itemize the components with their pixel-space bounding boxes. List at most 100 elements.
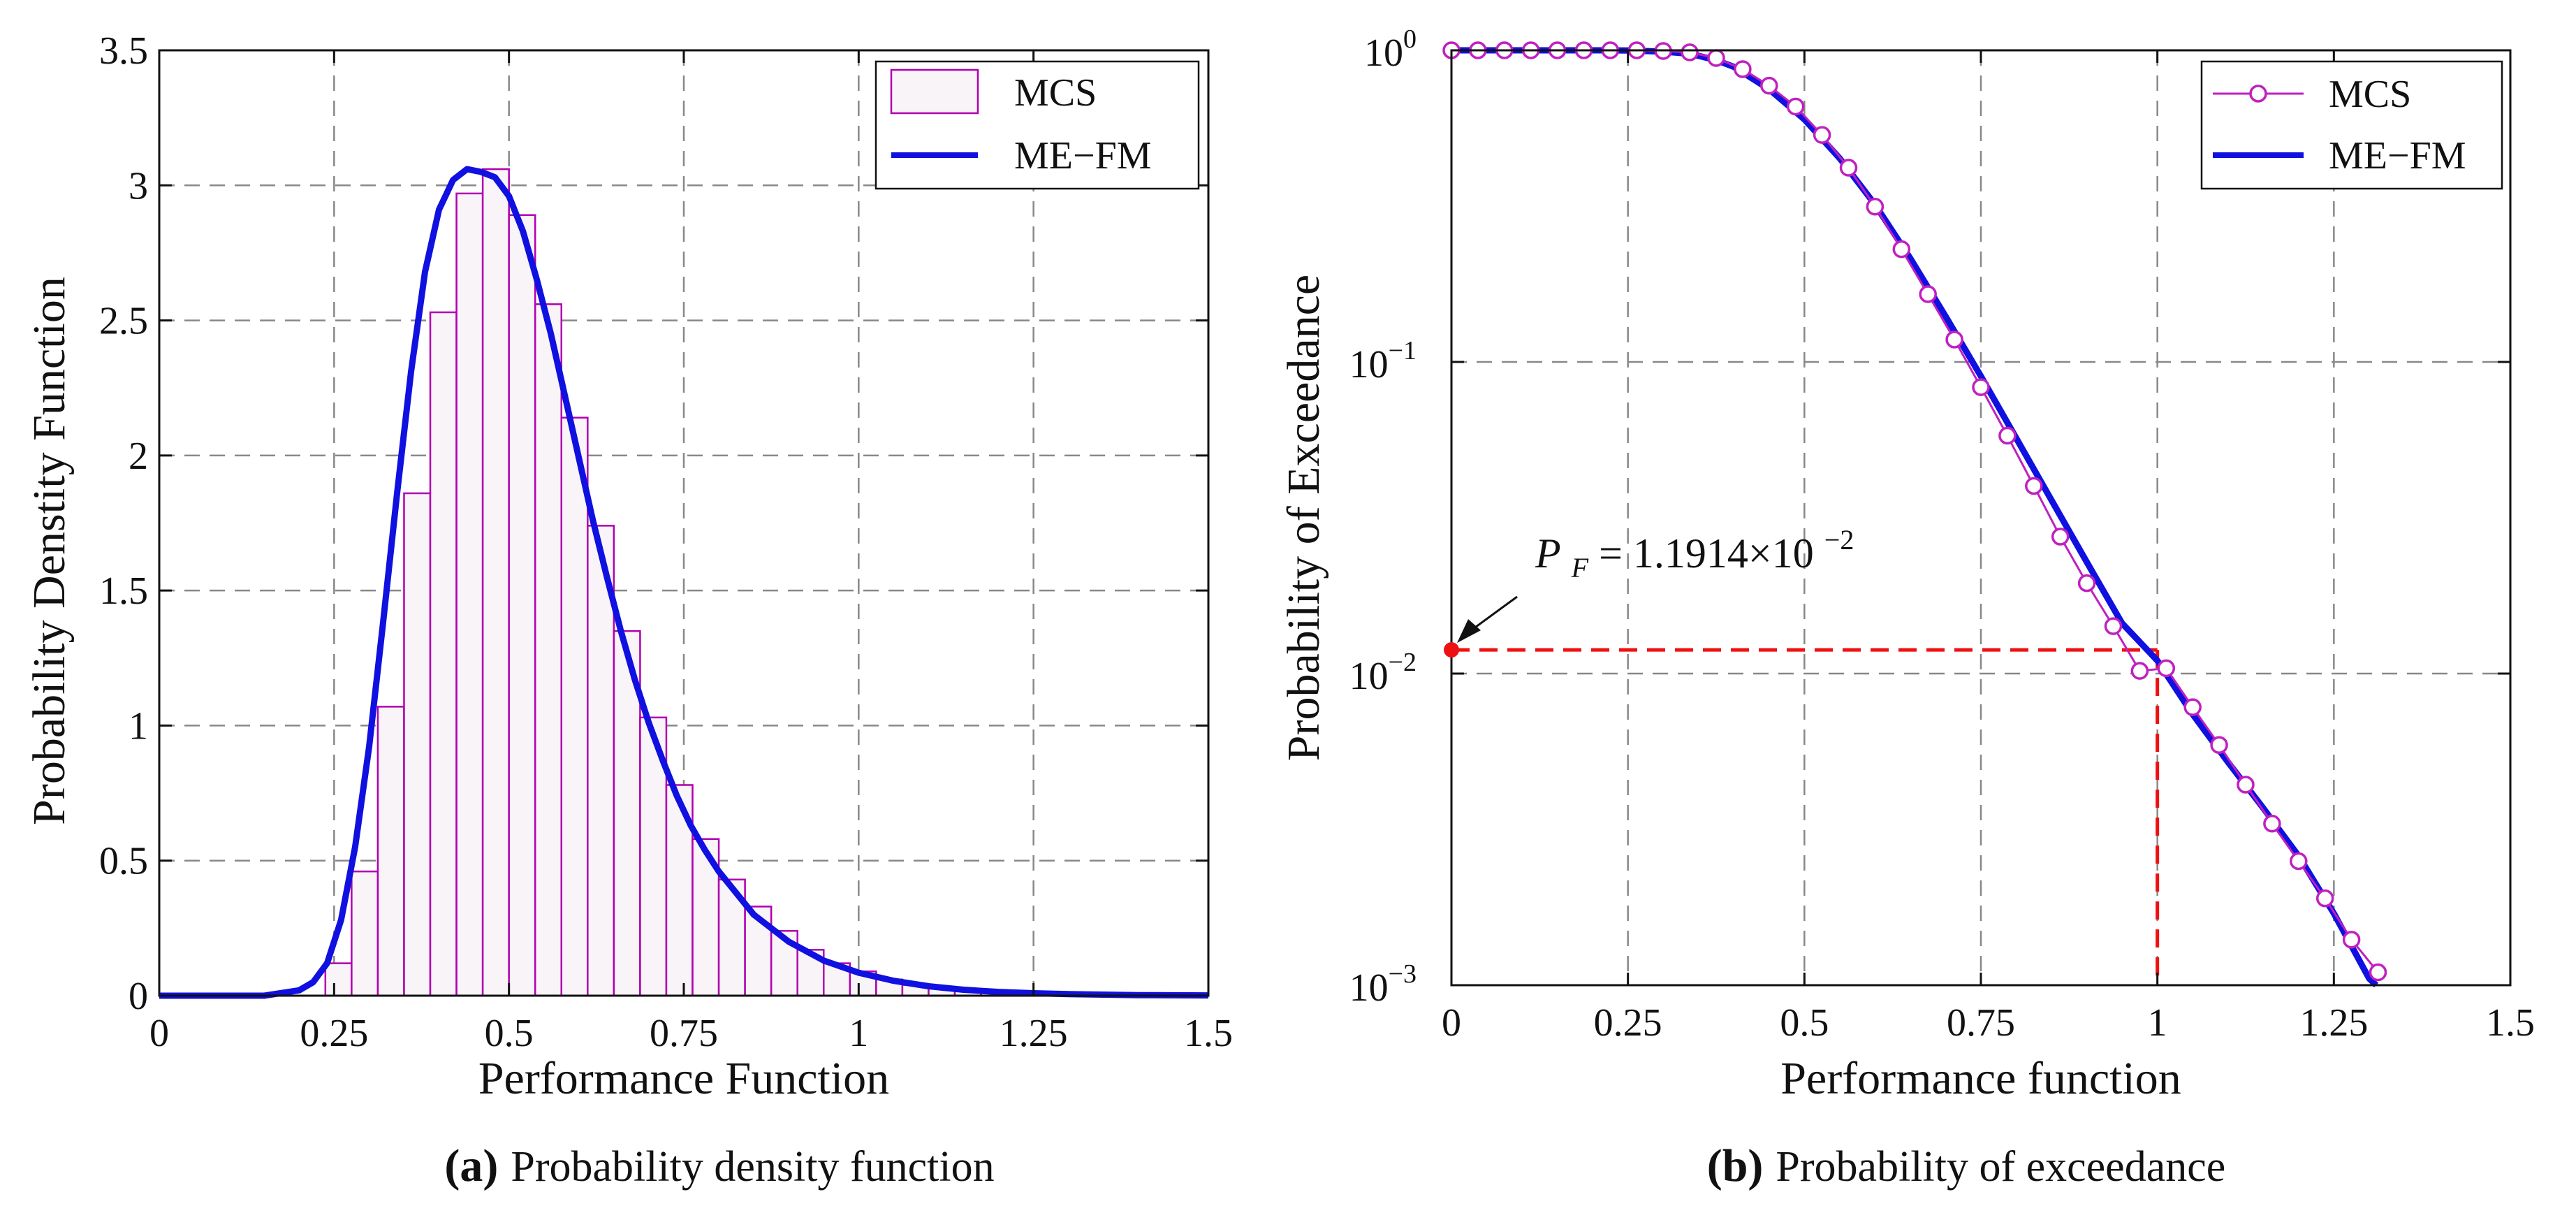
y-tick-base: 10 bbox=[1364, 31, 1403, 75]
panel-b-annotation-label: P F = 1.1914×10 −2 bbox=[1535, 524, 1854, 586]
panel-b-x-ticks: 0 0.25 0.5 0.75 1 1.25 1.5 bbox=[1442, 50, 2535, 1045]
y-tick-base: 10 bbox=[1349, 343, 1389, 386]
panel-a-y-axis-label: Probability Denstity Function bbox=[24, 277, 75, 825]
y-tick-exponent: −1 bbox=[1389, 336, 1417, 365]
panel-b-x-axis-label: Performance function bbox=[1780, 1053, 2181, 1104]
histogram-bar bbox=[508, 214, 536, 997]
x-tick-label: 1.25 bbox=[1000, 1012, 1068, 1055]
y-tick-label: 1 bbox=[129, 704, 148, 748]
mcs-marker bbox=[1972, 378, 1990, 396]
mcs-marker bbox=[1839, 159, 1858, 177]
panel-a-x-ticks: 0 0.25 0.5 0.75 1 1.25 1.5 bbox=[149, 50, 1233, 1055]
y-tick-label: 2 bbox=[129, 435, 148, 478]
panel-b-y-axis-label: Probability of Exceedance bbox=[1278, 275, 1329, 761]
histogram-bar bbox=[534, 303, 563, 997]
y-tick-label: 10−3 bbox=[1349, 959, 1417, 1010]
panel-b-annotation-arrowhead bbox=[1457, 619, 1481, 644]
panel-b-me-fm-curve bbox=[1451, 47, 2379, 988]
x-tick-label: 1.25 bbox=[2299, 1001, 2368, 1045]
histogram-bar bbox=[403, 492, 432, 997]
mcs-marker bbox=[1681, 43, 1699, 61]
x-tick-label: 1.5 bbox=[2486, 1001, 2535, 1045]
mcs-marker bbox=[2051, 528, 2070, 546]
mcs-marker bbox=[2315, 889, 2334, 908]
panel-b-annotation-subscript: F bbox=[1571, 552, 1589, 583]
mcs-marker bbox=[2290, 852, 2308, 871]
panel-b-annotation-value: = 1.1914×10 bbox=[1599, 530, 1814, 576]
histogram-bar bbox=[376, 706, 405, 997]
panel-a-caption: (a) Probability density function bbox=[444, 1140, 994, 1191]
panel-a-caption-tag: (a) bbox=[444, 1140, 498, 1191]
histogram-bar bbox=[587, 525, 615, 997]
panel-b-legend-mcs-marker bbox=[2249, 85, 2267, 103]
mcs-marker bbox=[2104, 617, 2123, 635]
y-tick-label: 10−2 bbox=[1349, 648, 1417, 698]
panel-b-failure-probability-annotation: P F = 1.1914×10 −2 bbox=[1444, 524, 1854, 658]
panel-a-legend-mcs-label: MCS bbox=[1014, 71, 1097, 115]
mcs-marker bbox=[1892, 240, 1911, 259]
mcs-marker bbox=[1998, 426, 2017, 445]
x-tick-label: 0.5 bbox=[1780, 1001, 1829, 1045]
panel-b-legend-me-fm-label: ME−FM bbox=[2329, 134, 2466, 177]
mcs-marker bbox=[1919, 285, 1937, 303]
panel-b-failure-reference-lines bbox=[1451, 648, 2160, 985]
y-tick-exponent: 0 bbox=[1403, 24, 1417, 54]
histogram-bar bbox=[429, 311, 458, 997]
mcs-marker bbox=[1786, 97, 1805, 116]
mcs-marker bbox=[2369, 963, 2387, 982]
mcs-marker bbox=[2130, 662, 2149, 680]
panel-a-legend-mcs-swatch bbox=[890, 68, 979, 115]
panel-a-caption-text: Probability density function bbox=[511, 1143, 994, 1191]
mcs-marker bbox=[1945, 330, 1963, 349]
panel-a-y-ticks: 0 0.5 1 1.5 2 2.5 3 3.5 bbox=[99, 29, 1208, 1018]
x-tick-label: 0 bbox=[149, 1012, 169, 1055]
y-tick-label: 1.5 bbox=[99, 569, 148, 613]
x-tick-label: 0 bbox=[1442, 1001, 1461, 1045]
panel-b-legend: MCS ME−FM bbox=[2200, 60, 2503, 190]
mcs-marker bbox=[1760, 76, 1778, 95]
y-tick-label: 0.5 bbox=[99, 840, 148, 883]
mcs-marker bbox=[2025, 477, 2043, 495]
y-tick-label: 2.5 bbox=[99, 300, 148, 343]
mcs-marker bbox=[1734, 60, 1752, 78]
y-tick-label: 0 bbox=[129, 975, 148, 1018]
histogram-bar bbox=[481, 168, 510, 997]
mcs-marker bbox=[2157, 659, 2176, 678]
y-tick-label: 3.5 bbox=[99, 29, 148, 73]
y-tick-label: 100 bbox=[1364, 24, 1417, 75]
y-tick-base: 10 bbox=[1349, 966, 1389, 1010]
y-tick-exponent: −2 bbox=[1389, 648, 1417, 677]
mcs-marker bbox=[2342, 931, 2361, 949]
mcs-marker bbox=[1707, 49, 1725, 67]
mcs-marker bbox=[2263, 814, 2281, 833]
histogram-bar bbox=[351, 870, 379, 997]
panel-a-x-axis-label: Performance Function bbox=[478, 1053, 889, 1104]
y-tick-label: 3 bbox=[129, 164, 148, 208]
histogram-bar bbox=[560, 416, 589, 997]
panel-a-legend-me-fm-label: ME−FM bbox=[1014, 134, 1152, 177]
mcs-marker bbox=[2077, 574, 2096, 593]
y-tick-base: 10 bbox=[1349, 655, 1389, 698]
panel-b-caption-tag: (b) bbox=[1707, 1140, 1764, 1191]
mcs-marker bbox=[1866, 198, 1885, 216]
panel-a-me-fm-curve bbox=[159, 166, 1209, 999]
x-tick-label: 0.5 bbox=[485, 1012, 534, 1055]
panel-a-legend: MCS ME−FM bbox=[874, 60, 1200, 190]
panel-b-legend-mcs-label: MCS bbox=[2329, 73, 2411, 116]
x-tick-label: 1.5 bbox=[1184, 1012, 1233, 1055]
mcs-marker bbox=[1813, 126, 1831, 144]
y-tick-exponent: −3 bbox=[1389, 959, 1417, 989]
panel-b-annotation-symbol: P bbox=[1535, 530, 1561, 576]
x-tick-label: 1 bbox=[849, 1012, 868, 1055]
panel-b-failure-probability-point bbox=[1444, 642, 1459, 658]
mcs-marker bbox=[2183, 698, 2202, 716]
x-tick-label: 0.25 bbox=[1594, 1001, 1662, 1045]
panel-b-caption-text: Probability of exceedance bbox=[1776, 1143, 2225, 1191]
panel-b-annotation-exponent: −2 bbox=[1824, 524, 1854, 555]
histogram-bar bbox=[455, 192, 484, 997]
panel-b-legend-box bbox=[2200, 60, 2503, 190]
mcs-marker bbox=[2210, 736, 2228, 754]
